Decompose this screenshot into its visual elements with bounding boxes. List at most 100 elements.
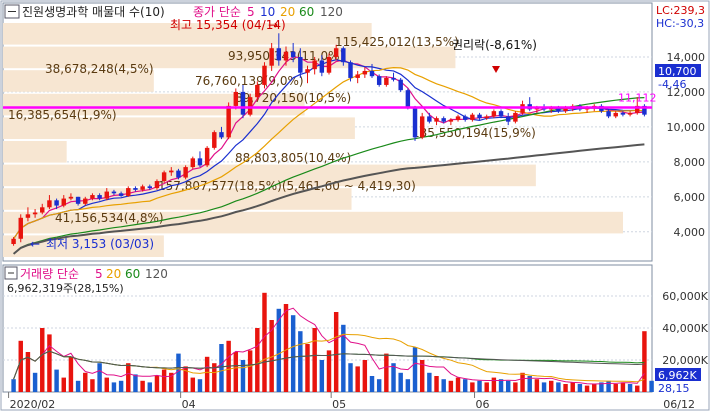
volume-bar[interactable] <box>491 377 497 392</box>
candle[interactable] <box>255 81 260 101</box>
candle[interactable] <box>97 193 102 201</box>
volume-bar[interactable] <box>563 384 568 392</box>
candle[interactable] <box>642 104 647 117</box>
candle[interactable] <box>47 195 52 210</box>
volume-bar[interactable] <box>462 379 468 392</box>
volume-bar[interactable] <box>305 344 310 392</box>
volume-bar[interactable] <box>40 328 45 392</box>
candle[interactable] <box>276 33 282 66</box>
candle[interactable] <box>18 214 23 243</box>
volume-bar[interactable] <box>133 374 138 392</box>
volume-bar[interactable] <box>183 366 188 392</box>
volume-bar[interactable] <box>269 320 274 392</box>
volume-bar[interactable] <box>11 379 16 392</box>
volume-bar[interactable] <box>527 376 532 392</box>
volume-bar[interactable] <box>298 331 303 392</box>
volume-bar[interactable] <box>556 382 561 392</box>
volume-bar[interactable] <box>642 331 647 392</box>
volume-bar[interactable] <box>219 344 224 392</box>
candle[interactable] <box>326 53 332 75</box>
candle[interactable] <box>627 111 633 117</box>
candle[interactable] <box>83 196 88 206</box>
candle[interactable] <box>369 63 375 78</box>
volume-bar[interactable] <box>620 382 626 392</box>
volume-bar[interactable] <box>212 363 217 392</box>
candle[interactable] <box>412 105 418 141</box>
candle[interactable] <box>32 209 38 218</box>
candle[interactable] <box>40 203 45 215</box>
candle[interactable] <box>133 186 138 192</box>
candle[interactable] <box>384 76 389 87</box>
candle[interactable] <box>104 188 109 201</box>
volume-bar[interactable] <box>534 379 540 392</box>
candle[interactable] <box>348 60 353 82</box>
volume-bar[interactable] <box>520 372 525 392</box>
candle[interactable] <box>11 237 16 246</box>
volume-bar[interactable] <box>312 328 317 392</box>
candle[interactable] <box>491 109 497 119</box>
volume-bar[interactable] <box>541 382 547 392</box>
candle[interactable] <box>405 88 411 110</box>
candle[interactable] <box>455 114 461 122</box>
volume-bar[interactable] <box>140 380 145 392</box>
candle[interactable] <box>462 114 468 122</box>
volume-bar[interactable] <box>362 360 368 392</box>
volume-bar[interactable] <box>627 384 633 392</box>
candle[interactable] <box>233 88 239 110</box>
volume-bar[interactable] <box>204 356 210 392</box>
volume-bar[interactable] <box>97 363 102 392</box>
candle[interactable] <box>126 186 131 197</box>
volume-bar[interactable] <box>118 380 124 392</box>
candle[interactable] <box>606 109 611 119</box>
volume-bar[interactable] <box>606 380 611 392</box>
volume-bar[interactable] <box>126 363 131 392</box>
volume-bar[interactable] <box>111 382 117 392</box>
volume-bar[interactable] <box>161 369 167 392</box>
candle[interactable] <box>319 55 325 77</box>
candle[interactable] <box>505 112 511 126</box>
volume-bar[interactable] <box>233 352 239 392</box>
candle[interactable] <box>169 167 174 176</box>
candle[interactable] <box>161 170 167 183</box>
candle[interactable] <box>298 48 303 78</box>
volume-bar[interactable] <box>355 366 360 392</box>
volume-bar[interactable] <box>599 382 604 392</box>
volume-bar[interactable] <box>147 382 153 392</box>
volume-bar[interactable] <box>398 372 403 392</box>
volume-bar[interactable] <box>427 372 432 392</box>
candle[interactable] <box>376 74 382 87</box>
candle[interactable] <box>262 62 267 89</box>
volume-bar[interactable] <box>197 379 203 392</box>
volume-bar[interactable] <box>290 315 296 392</box>
volume-bar[interactable] <box>584 385 590 392</box>
volume-bar[interactable] <box>104 377 109 392</box>
volume-bar[interactable] <box>18 340 23 392</box>
candle[interactable] <box>140 184 145 192</box>
volume-bar[interactable] <box>176 353 181 392</box>
candle[interactable] <box>247 93 253 117</box>
candle[interactable] <box>613 111 618 119</box>
volume-bar[interactable] <box>90 379 95 392</box>
candle[interactable] <box>391 72 396 82</box>
volume-bar[interactable] <box>391 363 396 392</box>
candle[interactable] <box>498 109 504 119</box>
candle[interactable] <box>54 198 59 210</box>
volume-bar[interactable] <box>405 379 411 392</box>
volume-bar[interactable] <box>369 376 375 392</box>
candle[interactable] <box>147 184 153 190</box>
candle[interactable] <box>635 97 640 115</box>
candle[interactable] <box>312 56 317 75</box>
volume-bar[interactable] <box>577 384 583 392</box>
candle[interactable] <box>118 191 124 197</box>
volume-bar[interactable] <box>169 372 174 392</box>
candle[interactable] <box>183 165 188 180</box>
candle[interactable] <box>341 46 346 66</box>
candle[interactable] <box>290 42 296 63</box>
candle[interactable] <box>90 193 95 201</box>
volume-bar[interactable] <box>455 377 461 392</box>
candle[interactable] <box>204 146 210 168</box>
candle[interactable] <box>398 77 403 92</box>
volume-bar[interactable] <box>592 384 597 392</box>
candle[interactable] <box>355 70 360 84</box>
